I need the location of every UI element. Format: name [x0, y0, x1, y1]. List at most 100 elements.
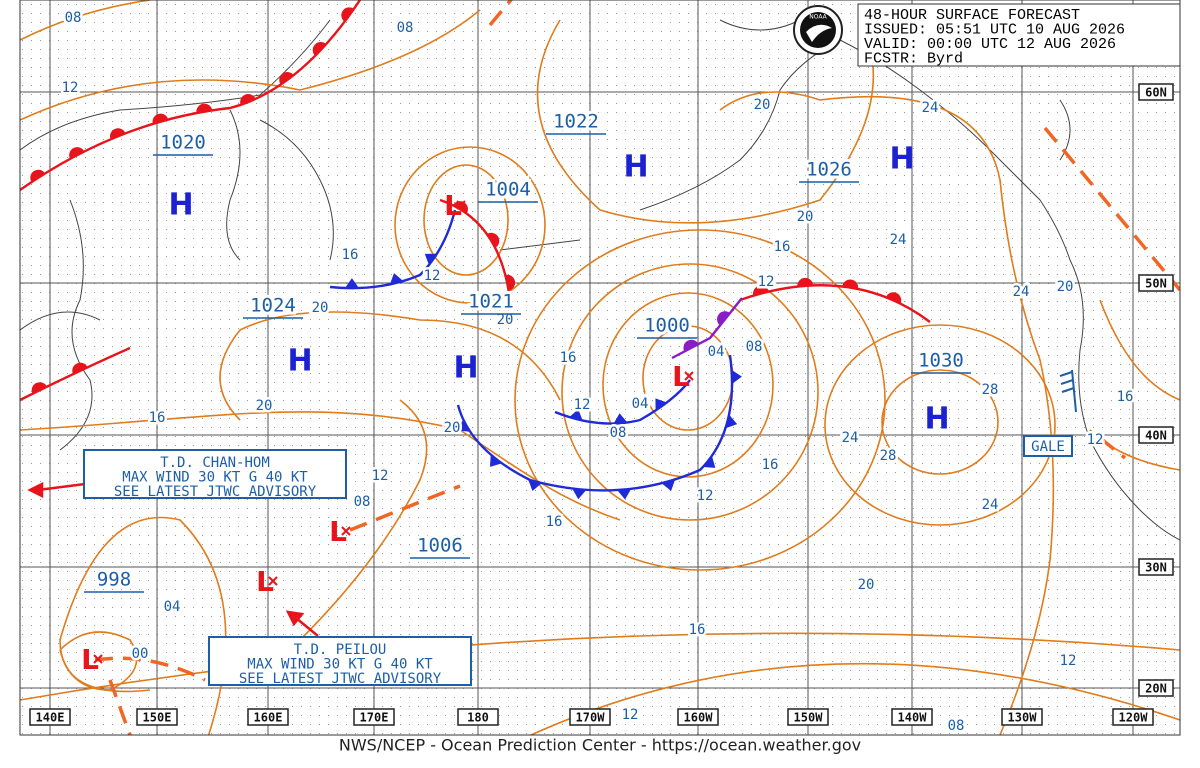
front-semicircle [487, 232, 500, 248]
low-cross [456, 200, 466, 210]
isobar-label: 20 [858, 577, 875, 593]
isobar [423, 164, 509, 276]
longitude-label: 120W [1119, 711, 1149, 725]
front-triangle [424, 253, 438, 266]
latitude-label-box [1138, 426, 1174, 444]
logo-text: NOAA [809, 14, 827, 21]
footer: NWS/NCEP - Ocean Prediction Center - htt… [339, 736, 861, 755]
advisory-line: SEE LATEST JTWC ADVISORY [114, 484, 317, 500]
latitude-label: 20N [1145, 682, 1167, 696]
isobar-label: 28 [982, 382, 999, 398]
low-center: L [81, 643, 99, 676]
longitude-label: 160E [254, 711, 283, 725]
isobar-label: 24 [1013, 284, 1030, 300]
front-triangle [528, 479, 542, 492]
longitude-label: 150E [143, 711, 172, 725]
front-symbol [797, 277, 814, 287]
trough [349, 484, 461, 532]
isobar [881, 369, 999, 475]
isobar-label: 16 [149, 410, 166, 426]
front-semicircle [885, 292, 902, 304]
front-semicircle [842, 279, 859, 289]
front-symbol [344, 278, 359, 289]
isobar-label: 04 [708, 344, 725, 360]
front-symbol [341, 7, 355, 22]
front-symbol [528, 479, 542, 492]
front-triangle [389, 273, 404, 285]
front-symbol [72, 362, 88, 375]
advisory-line: T.D. CHAN-HOM [160, 455, 270, 471]
isobar [20, 9, 481, 121]
trough [94, 656, 206, 735]
front-triangle [569, 409, 583, 421]
pressure-label: 1026 [806, 159, 852, 181]
high-center: H [287, 344, 312, 379]
advisory-box [208, 636, 472, 686]
isobar-label: 04 [164, 599, 181, 615]
front-triangle [344, 278, 359, 289]
front-symbol [490, 454, 502, 467]
pressure-label: 1030 [918, 350, 964, 372]
longitude-label-box [353, 708, 395, 726]
isobar [20, 0, 151, 41]
front-symbol [31, 382, 47, 394]
front-symbol [487, 232, 500, 248]
front-symbol [457, 419, 470, 432]
front-semicircle [505, 274, 516, 291]
front-semicircle [717, 311, 731, 326]
longitude-label: 130W [1008, 711, 1038, 725]
front-symbol [240, 94, 256, 106]
pressure-label: 1022 [553, 111, 599, 133]
trough [1098, 436, 1127, 460]
latitude-label-box [1138, 274, 1174, 292]
pressure-label: 1000 [644, 315, 690, 337]
longitude-label-box [787, 708, 829, 726]
latitude-label: 50N [1145, 277, 1167, 291]
warning-label: GALE [1031, 439, 1065, 455]
front-symbol [683, 339, 699, 352]
isobar-label: 24 [922, 100, 939, 116]
trough [488, 0, 514, 27]
front-symbol [617, 488, 632, 500]
front-symbol [279, 72, 294, 85]
front-semicircle [240, 94, 256, 106]
warning-box [1023, 435, 1073, 457]
isobar [536, 19, 875, 224]
troughs [94, 0, 1180, 735]
isobar-label: 12 [697, 488, 714, 504]
isobar-label: 16 [689, 622, 706, 638]
pressure-label: 1006 [417, 535, 463, 557]
isobar-label: 20 [312, 300, 329, 316]
longitude-label-box [136, 708, 178, 726]
latitude-label-box [1138, 83, 1174, 101]
front-symbol [30, 169, 46, 183]
isobar-label: 12 [622, 707, 639, 723]
longitude-label: 170W [576, 711, 606, 725]
advisory-line: T.D. PEILOU [294, 642, 387, 658]
isobar-label: 16 [1117, 389, 1134, 405]
header-line: ISSUED: 05:51 UTC 10 AUG 2026 [864, 21, 1125, 38]
longitude-label-box [569, 708, 611, 726]
warm-front [739, 284, 931, 323]
advisory-line: MAX WIND 30 KT G 40 KT [247, 657, 433, 673]
isobar [299, 399, 428, 641]
occluded-front [671, 297, 743, 360]
longitude-label: 170E [360, 711, 389, 725]
front-semicircle [69, 147, 85, 159]
front-symbol [110, 128, 126, 140]
fronts [20, 0, 931, 500]
front-symbol [717, 311, 731, 326]
low-cross [684, 371, 694, 381]
front-symbol [703, 456, 716, 468]
isobar-label: 08 [610, 425, 627, 441]
isobar-label: 28 [880, 448, 897, 464]
isobar [824, 324, 1056, 526]
high-center: H [168, 188, 193, 223]
front-semicircle [31, 382, 47, 394]
warm-front [20, 346, 131, 402]
longitude-label-box [1001, 708, 1043, 726]
isobar-label: 12 [574, 397, 591, 413]
high-center: H [924, 402, 949, 437]
